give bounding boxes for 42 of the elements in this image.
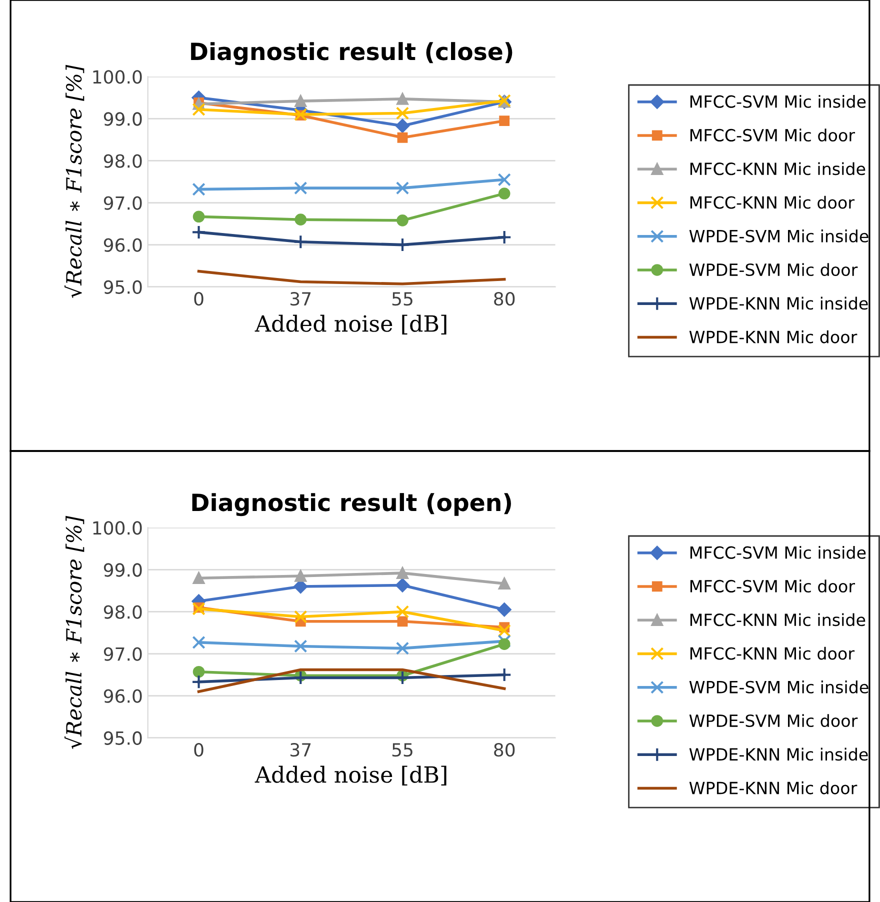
x-tick-label: 55	[392, 292, 412, 306]
y-tick-label: 99.0	[104, 112, 142, 126]
legend-label: WPDE-KNN Mic inside	[689, 296, 868, 310]
legend-label: WPDE-SVM Mic door	[689, 263, 858, 276]
y-tick-label: 97.0	[104, 647, 142, 661]
y-tick-label: 96.0	[104, 689, 142, 703]
y-tick-label: 100.0	[93, 521, 142, 535]
legend-label: MFCC-KNN Mic inside	[690, 162, 866, 176]
x-tick-label: 0	[194, 743, 204, 757]
x-axis-title: Added noise [dB]	[254, 766, 446, 786]
y-tick-label: 95.0	[104, 731, 142, 745]
y-axis-title: √Recall ∗ F1score [%]	[64, 516, 84, 749]
y-tick-label: 100.0	[93, 70, 142, 84]
x-tick-label: 55	[392, 743, 412, 757]
x-axis-title: Added noise [dB]	[254, 314, 446, 335]
legend-label: WPDE-KNN Mic door	[689, 781, 858, 794]
x-tick-label: 37	[290, 292, 311, 306]
y-tick-label: 96.0	[104, 238, 142, 252]
legend-label: MFCC-SVM Mic door	[690, 580, 856, 593]
y-axis-title: √Recall ∗ F1score [%]	[64, 64, 84, 298]
x-tick-label: 80	[494, 292, 515, 306]
legend-label: WPDE-KNN Mic inside	[689, 748, 868, 761]
y-tick-label: 98.0	[104, 605, 142, 619]
legend-label: MFCC-KNN Mic door	[690, 196, 855, 209]
legend-label: WPDE-SVM Mic door	[689, 714, 858, 728]
y-tick-label: 95.0	[104, 280, 142, 294]
y-tick-label: 98.0	[104, 154, 142, 168]
x-tick-label: 0	[194, 292, 204, 306]
x-tick-label: 37	[290, 743, 311, 757]
chart-title: Diagnostic result (open)	[192, 493, 511, 516]
legend-label: MFCC-KNN Mic inside	[690, 613, 866, 626]
y-tick-label: 99.0	[104, 563, 142, 577]
legend-label: MFCC-SVM Mic inside	[690, 95, 866, 108]
legend-label: MFCC-KNN Mic door	[690, 646, 855, 660]
y-tick-label: 97.0	[104, 196, 142, 210]
x-tick-label: 80	[494, 743, 515, 757]
legend-label: WPDE-SVM Mic inside	[689, 680, 868, 694]
legend-label: MFCC-SVM Mic door	[690, 128, 856, 142]
legend-label: MFCC-SVM Mic inside	[690, 546, 866, 559]
chart-title: Diagnostic result (close)	[191, 42, 512, 66]
legend-label: WPDE-SVM Mic inside	[689, 230, 868, 242]
legend-label: WPDE-KNN Mic door	[689, 330, 858, 344]
